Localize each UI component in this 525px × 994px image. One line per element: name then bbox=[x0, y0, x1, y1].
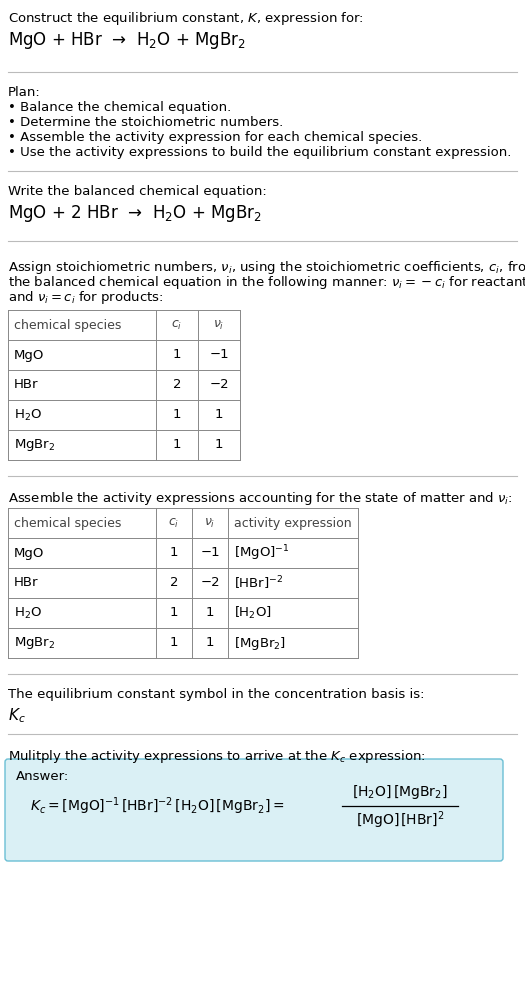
Text: $\nu_i$: $\nu_i$ bbox=[204, 517, 216, 530]
Text: $\nu_i$: $\nu_i$ bbox=[213, 318, 225, 332]
Text: The equilibrium constant symbol in the concentration basis is:: The equilibrium constant symbol in the c… bbox=[8, 688, 425, 701]
Text: $c_i$: $c_i$ bbox=[169, 517, 180, 530]
Text: [H$_2$O]: [H$_2$O] bbox=[234, 605, 271, 621]
Text: HBr: HBr bbox=[14, 379, 38, 392]
Text: • Balance the chemical equation.: • Balance the chemical equation. bbox=[8, 101, 231, 114]
Text: 2: 2 bbox=[173, 379, 181, 392]
Text: $K_c = \mathrm{[MgO]}^{-1}\,\mathrm{[HBr]}^{-2}\,\mathrm{[H_2O]}\,\mathrm{[MgBr_: $K_c = \mathrm{[MgO]}^{-1}\,\mathrm{[HBr… bbox=[30, 795, 284, 817]
Text: $K_c$: $K_c$ bbox=[8, 706, 26, 725]
Text: MgO: MgO bbox=[14, 547, 45, 560]
Text: Assemble the activity expressions accounting for the state of matter and $\nu_i$: Assemble the activity expressions accoun… bbox=[8, 490, 513, 507]
Text: activity expression: activity expression bbox=[234, 517, 352, 530]
Text: 1: 1 bbox=[215, 438, 223, 451]
Text: • Determine the stoichiometric numbers.: • Determine the stoichiometric numbers. bbox=[8, 116, 284, 129]
Text: 2: 2 bbox=[170, 577, 179, 589]
Text: −2: −2 bbox=[209, 379, 229, 392]
Text: • Assemble the activity expression for each chemical species.: • Assemble the activity expression for e… bbox=[8, 131, 422, 144]
Text: Plan:: Plan: bbox=[8, 86, 41, 99]
Text: $\mathrm{[MgO]\,[HBr]^2}$: $\mathrm{[MgO]\,[HBr]^2}$ bbox=[356, 809, 444, 831]
Text: $c_i$: $c_i$ bbox=[171, 318, 183, 332]
FancyBboxPatch shape bbox=[5, 759, 503, 861]
Text: 1: 1 bbox=[173, 438, 181, 451]
Text: 1: 1 bbox=[206, 606, 214, 619]
Text: Construct the equilibrium constant, $K$, expression for:: Construct the equilibrium constant, $K$,… bbox=[8, 10, 364, 27]
Text: 1: 1 bbox=[170, 547, 179, 560]
Text: • Use the activity expressions to build the equilibrium constant expression.: • Use the activity expressions to build … bbox=[8, 146, 511, 159]
Text: MgBr$_2$: MgBr$_2$ bbox=[14, 635, 56, 651]
Text: [MgBr$_2$]: [MgBr$_2$] bbox=[234, 634, 286, 651]
Text: 1: 1 bbox=[170, 636, 179, 649]
Text: 1: 1 bbox=[215, 409, 223, 421]
Text: the balanced chemical equation in the following manner: $\nu_i = -c_i$ for react: the balanced chemical equation in the fo… bbox=[8, 274, 525, 291]
Text: Mulitply the activity expressions to arrive at the $K_c$ expression:: Mulitply the activity expressions to arr… bbox=[8, 748, 426, 765]
Text: 1: 1 bbox=[206, 636, 214, 649]
Text: 1: 1 bbox=[173, 349, 181, 362]
Text: 1: 1 bbox=[170, 606, 179, 619]
Text: −1: −1 bbox=[209, 349, 229, 362]
Text: $\mathrm{[H_2O]\,[MgBr_2]}$: $\mathrm{[H_2O]\,[MgBr_2]}$ bbox=[352, 783, 448, 801]
Text: Answer:: Answer: bbox=[16, 770, 69, 783]
Text: MgBr$_2$: MgBr$_2$ bbox=[14, 437, 56, 453]
Text: and $\nu_i = c_i$ for products:: and $\nu_i = c_i$ for products: bbox=[8, 289, 164, 306]
Text: −2: −2 bbox=[200, 577, 220, 589]
Text: MgO: MgO bbox=[14, 349, 45, 362]
Text: HBr: HBr bbox=[14, 577, 38, 589]
Text: [HBr]$^{-2}$: [HBr]$^{-2}$ bbox=[234, 575, 284, 591]
Text: −1: −1 bbox=[200, 547, 220, 560]
Text: MgO + 2 HBr  →  H$_2$O + MgBr$_2$: MgO + 2 HBr → H$_2$O + MgBr$_2$ bbox=[8, 203, 262, 224]
Text: H$_2$O: H$_2$O bbox=[14, 605, 42, 620]
Text: MgO + HBr  →  H$_2$O + MgBr$_2$: MgO + HBr → H$_2$O + MgBr$_2$ bbox=[8, 30, 246, 51]
Text: 1: 1 bbox=[173, 409, 181, 421]
Text: H$_2$O: H$_2$O bbox=[14, 408, 42, 422]
Text: Assign stoichiometric numbers, $\nu_i$, using the stoichiometric coefficients, $: Assign stoichiometric numbers, $\nu_i$, … bbox=[8, 259, 525, 276]
Text: chemical species: chemical species bbox=[14, 517, 121, 530]
Text: [MgO]$^{-1}$: [MgO]$^{-1}$ bbox=[234, 543, 289, 563]
Text: chemical species: chemical species bbox=[14, 319, 121, 332]
Text: Write the balanced chemical equation:: Write the balanced chemical equation: bbox=[8, 185, 267, 198]
